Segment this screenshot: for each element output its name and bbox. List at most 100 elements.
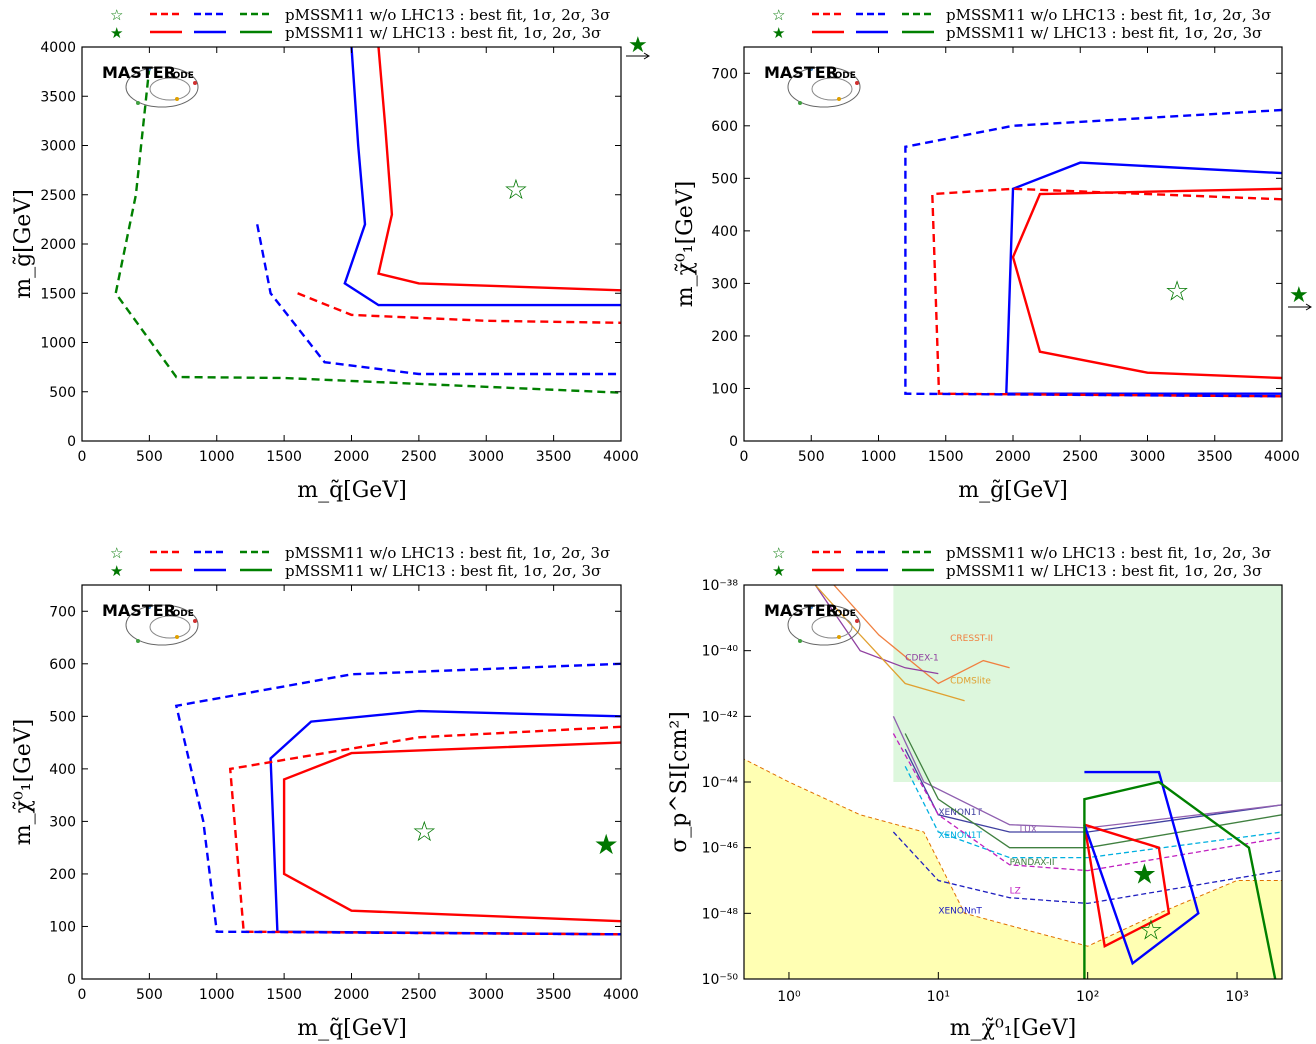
panel-4: pMSSM11 w/o LHC13 : best fit, 1σ, 2σ, 3σ… xyxy=(667,542,1283,1041)
experiment-label: XENON1T xyxy=(938,831,982,841)
y-tick-label: 400 xyxy=(49,762,76,778)
y-tick-label: 100 xyxy=(49,919,76,935)
y-tick-label: 1000 xyxy=(40,336,76,352)
mastercode-logo: MASTER CODE xyxy=(764,63,861,108)
ylabel-2: m_χ̃⁰₁[GeV] xyxy=(673,181,698,307)
svg-text:MASTER: MASTER xyxy=(764,601,838,620)
experiment-limit-curve xyxy=(833,585,1010,685)
x-tick-label: 3500 xyxy=(1197,449,1233,465)
y-tick-label: 10⁻⁴² xyxy=(702,709,738,725)
panel-3: pMSSM11 w/o LHC13 : best fit, 1σ, 2σ, 3σ… xyxy=(11,542,639,1041)
y-tick-label: 10⁻⁴⁶ xyxy=(702,841,739,857)
xlabel-2: m_g̃[GeV] xyxy=(958,478,1068,503)
y-tick-label: 500 xyxy=(711,171,738,187)
mastercode-logo: MASTER CODE xyxy=(764,601,861,646)
experiment-label: LUX xyxy=(1020,825,1037,835)
x-tick-label: 0 xyxy=(740,449,749,465)
contour-2-w-o-lhc13 xyxy=(904,108,1282,398)
experiment-limit-curve xyxy=(892,716,1282,829)
offscale-best-fit-arrow: ★ xyxy=(1288,283,1312,311)
x-tick-label: 1500 xyxy=(928,449,964,465)
experiment-limit-curve xyxy=(892,733,1282,872)
contour-1-w-lhc13 xyxy=(1011,187,1282,380)
svg-text:MASTER: MASTER xyxy=(102,63,176,82)
experiment-label: CRESST-II xyxy=(950,634,993,644)
y-tick-label: 700 xyxy=(711,66,738,82)
x-tick-label: 10¹ xyxy=(927,989,950,1005)
y-tick-label: 10⁻⁴⁴ xyxy=(702,775,739,791)
contour-2-w-lhc13 xyxy=(343,47,621,307)
svg-text:MASTER: MASTER xyxy=(764,63,838,82)
experiment-label: XENON1T xyxy=(938,808,982,818)
excluded-region xyxy=(893,585,1282,782)
x-tick-label: 2000 xyxy=(334,449,370,465)
contour-1-w-o-lhc13 xyxy=(297,292,621,324)
best-fit-with-lhc13-marker: ★ xyxy=(594,828,619,861)
x-tick-label: 4000 xyxy=(603,449,639,465)
y-tick-label: 10⁻³⁸ xyxy=(702,578,739,594)
x-tick-label: 1000 xyxy=(861,449,897,465)
contour-2-w-lhc13 xyxy=(1005,161,1282,395)
svg-text:CODE: CODE xyxy=(166,71,194,81)
contour-3-w-o-lhc13 xyxy=(114,66,621,394)
best-fit-without-lhc13-marker: ☆ xyxy=(1138,914,1163,947)
xlabel-4: m_χ̃⁰₁[GeV] xyxy=(950,1016,1076,1041)
x-tick-label: 10² xyxy=(1076,989,1099,1005)
x-tick-label: 0 xyxy=(78,449,87,465)
best-fit-without-lhc13-marker: ☆ xyxy=(1165,274,1190,307)
ylabel-4: σ_p^SI[cm²] xyxy=(667,711,692,852)
mastercode-logo: MASTER CODE xyxy=(102,63,199,108)
contour-1-w-lhc13 xyxy=(282,741,621,923)
best-fit-without-lhc13-marker: ☆ xyxy=(412,815,437,848)
y-tick-label: 300 xyxy=(49,814,76,830)
neutrino-floor xyxy=(744,758,1282,979)
experiment-label: LZ xyxy=(1010,887,1021,897)
experiment-label: CDEX-1 xyxy=(905,654,939,664)
x-tick-label: 1000 xyxy=(199,987,235,1003)
contour-2-w-o-lhc13 xyxy=(174,662,621,936)
x-tick-label: 3500 xyxy=(536,987,572,1003)
x-tick-label: 4000 xyxy=(1264,449,1300,465)
y-tick-label: 0 xyxy=(67,972,76,988)
y-tick-label: 200 xyxy=(711,329,738,345)
y-tick-label: 0 xyxy=(729,434,738,450)
xlabel-1: m_q̃[GeV] xyxy=(297,478,407,503)
y-tick-label: 500 xyxy=(49,709,76,725)
y-tick-label: 500 xyxy=(49,385,76,401)
experiment-limit-curve xyxy=(904,748,1282,833)
x-tick-label: 1500 xyxy=(266,449,302,465)
svg-text:CODE: CODE xyxy=(828,609,856,619)
x-tick-label: 2000 xyxy=(334,987,370,1003)
x-tick-label: 4000 xyxy=(603,987,639,1003)
x-tick-label: 3000 xyxy=(468,987,504,1003)
legend-row2: pMSSM11 w/ LHC13 : best fit, 1σ, 2σ, 3σ xyxy=(285,562,601,580)
y-tick-label: 0 xyxy=(67,434,76,450)
contour-1-w-lhc13 xyxy=(1083,823,1171,949)
x-tick-label: 3000 xyxy=(468,449,504,465)
y-tick-label: 600 xyxy=(711,119,738,135)
x-tick-label: 10⁰ xyxy=(777,989,801,1005)
svg-text:CODE: CODE xyxy=(166,609,194,619)
legend-row1: pMSSM11 w/o LHC13 : best fit, 1σ, 2σ, 3σ xyxy=(946,6,1271,24)
y-tick-label: 3000 xyxy=(40,139,76,155)
x-tick-label: 0 xyxy=(78,987,87,1003)
x-tick-label: 2000 xyxy=(995,449,1031,465)
x-tick-label: 1500 xyxy=(266,987,302,1003)
mastercode-logo: MASTER CODE xyxy=(102,601,199,646)
y-tick-label: 2500 xyxy=(40,188,76,204)
y-tick-label: 700 xyxy=(49,604,76,620)
contour-3-w-lhc13 xyxy=(1083,780,1277,979)
x-tick-label: 3000 xyxy=(1130,449,1166,465)
x-tick-label: 2500 xyxy=(1062,449,1098,465)
contour-2-w-o-lhc13 xyxy=(256,224,621,376)
y-tick-label: 100 xyxy=(711,381,738,397)
panel-2: pMSSM11 w/o LHC13 : best fit, 1σ, 2σ, 3σ… xyxy=(673,4,1312,503)
svg-text:CODE: CODE xyxy=(828,71,856,81)
legend-row1: pMSSM11 w/o LHC13 : best fit, 1σ, 2σ, 3σ xyxy=(285,6,610,24)
x-tick-label: 500 xyxy=(798,449,825,465)
y-tick-label: 1500 xyxy=(40,286,76,302)
experiment-label: XENONnT xyxy=(938,906,982,916)
x-tick-label: 2500 xyxy=(401,449,437,465)
ylabel-1: m_g̃[GeV] xyxy=(11,189,36,299)
x-tick-label: 1000 xyxy=(199,449,235,465)
